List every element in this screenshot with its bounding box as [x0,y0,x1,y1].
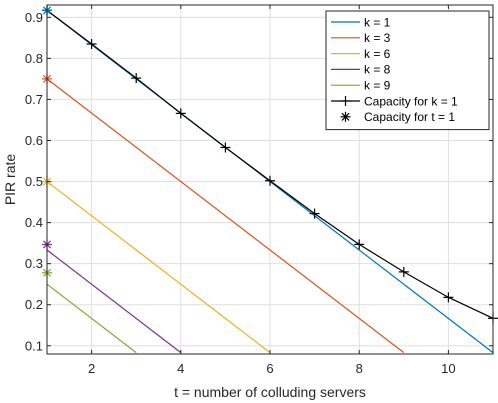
capacity-k1-point [86,39,97,50]
legend-label: Capacity for k = 1 [364,94,458,108]
x-tick-label: 10 [441,361,455,376]
legend-item: k = 3 [331,31,391,45]
y-tick-label: 0.5 [25,174,43,189]
y-tick-label: 0.4 [25,215,43,230]
legend-box [325,10,490,131]
y-tick-label: 0.3 [25,256,43,271]
y-tick-label: 0.9 [25,10,43,25]
legend-item: Capacity for t = 1 [340,110,455,124]
series-line-2 [46,181,271,354]
plus-icon [340,96,351,106]
legend-label: k = 1 [364,15,391,29]
legend-item: k = 9 [331,79,391,93]
axis-ticks: 2 4 6 8 10 0.1 0.2 0.3 0.4 0.5 0.6 0.7 0.8 0.9 [25,5,493,376]
x-axis-label: t = number of colluding servers [174,384,366,400]
asterisk-icon [340,111,351,122]
capacity-k1-point [354,239,365,250]
legend-item: Capacity for k = 1 [331,94,458,108]
legend-label: k = 6 [364,47,391,61]
legend-label: k = 9 [364,79,391,93]
series-line-1 [46,78,405,354]
y-tick-label: 0.6 [25,133,43,148]
capacity-k1-point [309,208,320,219]
legend-item: k = 1 [331,15,391,29]
legend-label: Capacity for t = 1 [364,110,455,124]
capacity-k1-point [220,142,231,153]
capacity-k1-point [443,292,454,303]
x-tick-label: 2 [88,361,95,376]
capacity-k1-point [398,266,409,277]
y-tick-label: 0.1 [25,338,43,353]
capacity-k1-point [131,73,142,84]
x-tick-label: 8 [356,361,363,376]
legend-label: k = 8 [364,63,391,77]
capacity-k1-point [175,108,186,119]
series-line-3 [46,249,182,354]
legend-label: k = 3 [364,31,391,45]
x-tick-label: 6 [266,361,273,376]
y-axis-label: PIR rate [2,154,18,206]
x-tick-label: 4 [177,361,184,376]
y-tick-label: 0.7 [25,92,43,107]
legend-item: k = 6 [331,47,391,61]
legend-item: k = 8 [331,63,391,77]
y-tick-label: 0.8 [25,51,43,66]
series-line-4 [46,283,137,354]
y-tick-label: 0.2 [25,297,43,312]
capacity-k1-point [265,175,275,186]
